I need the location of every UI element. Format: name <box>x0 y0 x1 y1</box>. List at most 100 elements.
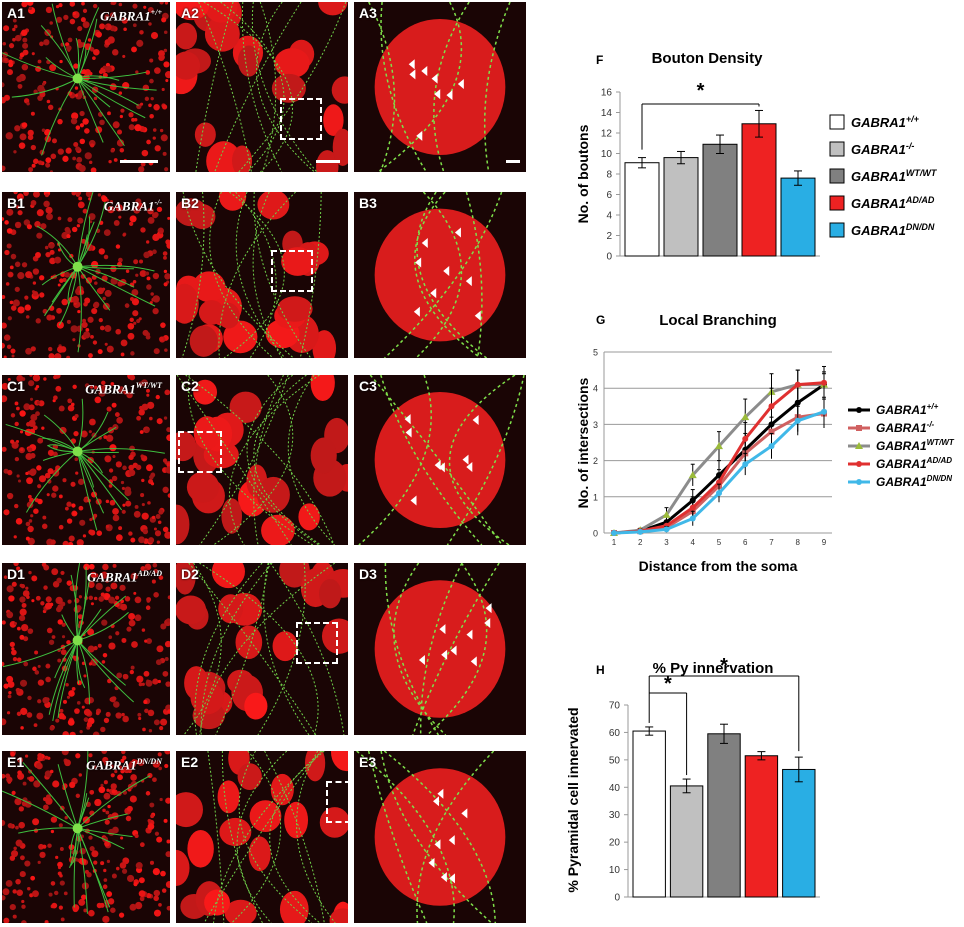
micrograph-panel: E3 <box>354 751 526 923</box>
micrograph-panel: A3 <box>354 2 526 172</box>
y-tick-label: 8 <box>606 170 612 181</box>
y-tick-label: 50 <box>609 755 621 766</box>
genotype-sup: AD/AD <box>137 569 162 578</box>
x-tick-label: 5 <box>717 538 722 547</box>
micrograph-image <box>2 563 170 735</box>
y-tick-label: 2 <box>593 456 598 466</box>
legend-label: GABRA1+/+ <box>851 114 920 130</box>
significance-star: * <box>720 655 728 677</box>
genotype-base: GABRA1 <box>100 8 151 24</box>
data-point <box>768 403 775 410</box>
legend-label-sup: -/- <box>927 420 935 429</box>
genotype-label: GABRA1AD/AD <box>87 569 162 585</box>
data-point <box>742 461 749 468</box>
x-tick-label: 1 <box>612 538 617 547</box>
y-tick-label: 6 <box>606 190 612 201</box>
bar <box>663 157 699 257</box>
bar <box>744 755 779 898</box>
genotype-label: GABRA1-/- <box>104 198 162 214</box>
y-tick-label: 0 <box>593 529 598 539</box>
legend-label: GABRA1AD/AD <box>876 456 952 471</box>
x-tick-label: 2 <box>638 538 643 547</box>
y-tick-label: 14 <box>601 108 613 119</box>
y-tick-label: 5 <box>593 348 598 358</box>
genotype-sup: WT/WT <box>135 381 162 390</box>
legend-label-base: GABRA1 <box>851 142 906 157</box>
genotype-label: GABRA1+/+ <box>100 8 162 24</box>
y-tick-label: 1 <box>593 492 598 502</box>
panel-label: A3 <box>359 5 377 21</box>
bar <box>632 730 666 898</box>
y-tick-label: 0 <box>606 252 612 263</box>
scale-bar <box>120 160 158 163</box>
bar <box>702 143 738 257</box>
legend-swatch <box>829 114 845 130</box>
genotype-label: GABRA1WT/WT <box>85 381 162 397</box>
panel-label: D3 <box>359 566 377 582</box>
y-tick-label: 20 <box>609 838 621 849</box>
legend-swatch <box>829 168 845 184</box>
micrograph-panel: D1 GABRA1AD/AD <box>2 563 170 735</box>
legend-marker <box>856 425 862 431</box>
panel-label: E3 <box>359 754 377 770</box>
significance-star: * <box>664 673 672 695</box>
y-tick-label: 70 <box>609 701 621 712</box>
legend-marker <box>856 461 862 467</box>
scale-bar <box>506 160 520 163</box>
genotype-base: GABRA1 <box>85 381 136 397</box>
legend-swatch <box>829 222 845 238</box>
data-point <box>715 442 723 450</box>
y-tick-label: 40 <box>609 783 621 794</box>
panel-label: C2 <box>181 378 199 394</box>
genotype-sup: DN/DN <box>136 757 162 766</box>
micrograph-panel: E2 <box>176 751 348 923</box>
micrograph-panel: C1 GABRA1WT/WT <box>2 375 170 545</box>
panel-label: E2 <box>181 754 199 770</box>
legend-label-base: GABRA1 <box>851 169 906 184</box>
y-tick-label: 2 <box>606 231 612 242</box>
data-point <box>821 408 827 415</box>
micrograph-image <box>354 192 526 358</box>
data-point <box>688 471 697 479</box>
y-tick-label: 12 <box>601 129 613 140</box>
x-tick-label: 8 <box>796 538 801 547</box>
legend-label-sup: +/+ <box>927 402 939 411</box>
bar <box>780 177 816 257</box>
zoom-box <box>326 781 348 823</box>
legend-label-base: GABRA1 <box>876 439 927 453</box>
legend-label-sup: WT/WT <box>927 438 955 447</box>
legend-label-sup: -/- <box>906 141 915 151</box>
legend-swatch <box>829 195 845 211</box>
zoom-box <box>271 250 313 292</box>
y-tick-label: 16 <box>601 88 613 99</box>
genotype-sup: +/+ <box>150 8 162 17</box>
micrograph-image <box>354 2 526 172</box>
legend-label-sup: +/+ <box>906 114 920 124</box>
genotype-base: GABRA1 <box>86 757 137 773</box>
micrograph-image <box>176 375 348 545</box>
genotype-base: GABRA1 <box>86 569 138 585</box>
micrograph-panel: B3 <box>354 192 526 358</box>
y-tick-label: 10 <box>609 865 621 876</box>
micrograph-panel: D3 <box>354 563 526 735</box>
data-point <box>768 428 775 435</box>
x-tick-label: 6 <box>743 538 748 547</box>
panel-label: D1 <box>7 566 25 582</box>
data-point <box>794 381 801 388</box>
data-point <box>689 504 696 511</box>
micrograph-image <box>354 375 526 545</box>
legend-label-base: GABRA1 <box>876 475 927 489</box>
legend-label-sup: DN/DN <box>906 222 935 232</box>
micrograph-panel: B2 <box>176 192 348 358</box>
legend-label-base: GABRA1 <box>876 421 927 435</box>
y-axis-label: % Pyramidal cell innervated <box>565 707 581 892</box>
x-axis-label: Distance from the soma <box>639 558 798 574</box>
y-tick-label: 10 <box>601 149 613 160</box>
legend-label-base: GABRA1 <box>851 223 906 238</box>
legend-label: GABRA1WT/WT <box>851 168 938 184</box>
micrograph-panel: B1 GABRA1-/- <box>2 192 170 358</box>
y-tick-label: 30 <box>609 810 621 821</box>
panel-label: H <box>596 663 605 677</box>
panel-label: E1 <box>7 754 25 770</box>
chart-title: Bouton Density <box>652 50 763 67</box>
